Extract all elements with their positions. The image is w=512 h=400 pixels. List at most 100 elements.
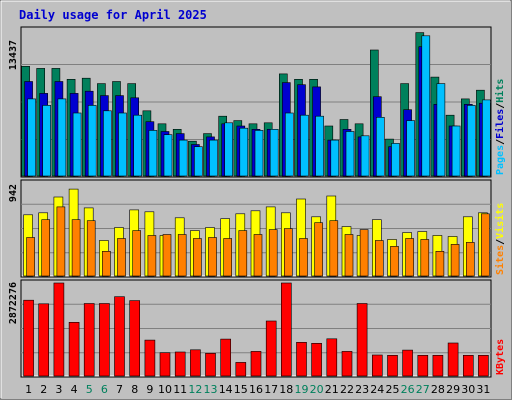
x-tick-label-day-6: 6 [101,383,108,396]
bar-pages-day-12 [194,146,203,177]
legend-item-pages: Pages [495,145,506,175]
x-tick-label-day-3: 3 [55,383,62,396]
bar-pages-day-3 [57,98,67,177]
legend-item-kbytes: KBytes [495,339,506,375]
legend-separator: / [495,103,506,109]
bar-sites-day-2 [41,219,51,277]
bar-pages-day-9 [148,130,158,177]
legend-item-files: Files [494,109,506,139]
bar-kbytes-day-12 [190,349,201,377]
bar-kbytes-day-15 [235,362,247,377]
bar-kbytes-day-5 [83,303,95,377]
bar-pages-day-13 [209,139,218,177]
panel-mid: 942 Sites/Visits [8,179,506,278]
x-tick-label-day-24: 24 [370,383,384,396]
bar-sites-day-5 [86,220,96,277]
bar-sites-day-31 [481,213,490,277]
x-tick-label-day-25: 25 [386,383,400,396]
bar-pages-day-21 [330,139,340,177]
bar-sites-day-20 [314,222,323,277]
x-tick-label-day-5: 5 [86,383,93,396]
legend-item-visits: Visits [494,203,506,239]
bar-sites-day-9 [147,235,157,277]
bar-kbytes-day-31 [478,354,489,377]
bar-kbytes-day-14 [220,338,231,377]
x-tick-label-day-31: 31 [476,383,490,396]
x-tick-label-day-9: 9 [146,383,153,396]
bar-kbytes-day-13 [205,352,216,377]
x-tick-label-day-14: 14 [219,383,233,396]
bar-pages-day-1 [27,98,36,177]
x-tick-label-day-12: 12 [188,383,202,396]
bar-kbytes-day-18 [280,282,292,377]
bar-sites-day-25 [390,246,399,277]
x-tick-label-day-30: 30 [461,383,475,396]
x-axis-day-labels: 1 2 3 4 5 6 7 8 9 10 11 12 13 14 15 16 17 18 19 20 21 22 23 24 2… [25,383,490,396]
bar-kbytes-day-28 [432,354,444,377]
bar-sites-day-28 [435,251,445,277]
bar-kbytes-day-20 [311,342,322,377]
bar-kbytes-day-16 [250,351,262,377]
y-max-label-top: 13437 [8,40,19,70]
x-tick-label-day-19: 19 [295,383,309,396]
bar-kbytes-day-29 [447,342,459,377]
bar-sites-day-11 [177,234,187,277]
bar-sites-day-14 [223,238,232,277]
bar-sites-day-27 [420,239,430,277]
bar-sites-day-26 [405,238,414,277]
bar-pages-day-19 [300,114,309,177]
bar-pages-day-17 [269,129,279,177]
x-tick-label-day-15: 15 [234,383,248,396]
bar-kbytes-day-25 [387,354,398,377]
x-tick-label-day-1: 1 [25,383,32,396]
bar-sites-day-18 [283,228,293,277]
bar-sites-day-16 [253,234,263,277]
bar-pages-day-10 [163,134,173,177]
bar-pages-day-27 [421,35,431,177]
bar-kbytes-day-23 [356,303,368,377]
bar-pages-day-25 [391,143,400,177]
bar-pages-day-18 [284,112,294,177]
bar-kbytes-day-8 [129,300,140,377]
bar-pages-day-31 [482,99,491,177]
bar-kbytes-day-10 [159,352,171,377]
bar-kbytes-day-27 [417,354,429,377]
bar-kbytes-day-17 [265,320,277,377]
bar-pages-day-15 [239,127,249,177]
bar-kbytes-day-30 [462,354,474,377]
bar-kbytes-day-4 [68,321,80,377]
bar-pages-day-6 [103,110,112,177]
bar-pages-day-24 [375,117,385,177]
bar-sites-day-7 [117,238,126,277]
legend-separator: / [495,139,506,145]
bar-sites-day-3 [56,206,66,277]
x-tick-label-day-27: 27 [416,383,430,396]
bar-kbytes-day-1 [23,299,34,377]
legend-mid: Sites/Visits [494,203,506,275]
legend-bot: KBytes [495,339,506,375]
bar-sites-day-21 [329,220,339,277]
x-tick-label-day-17: 17 [264,383,278,396]
bar-kbytes-day-2 [38,303,50,377]
bar-pages-day-30 [466,105,476,177]
legend-top: Pages/Files/Hits [494,79,506,175]
x-tick-label-day-13: 13 [204,383,218,396]
bar-kbytes-day-9 [144,339,156,377]
bar-pages-day-26 [406,120,415,177]
x-tick-label-day-28: 28 [431,383,445,396]
legend-item-hits: Hits [494,79,506,103]
bar-sites-day-4 [71,219,81,277]
legend-separator: / [495,239,506,245]
bar-pages-day-7 [118,112,127,177]
bar-pages-day-8 [133,114,142,177]
x-tick-label-day-29: 29 [446,383,460,396]
bar-pages-day-14 [224,122,233,177]
bar-sites-day-15 [238,230,248,277]
y-max-label-mid: 942 [8,184,19,202]
x-tick-label-day-22: 22 [340,383,354,396]
bar-kbytes-day-24 [371,354,383,377]
bar-pages-day-23 [360,135,370,177]
bar-sites-day-17 [268,229,278,277]
panel-bot: 2872276 KBytes [8,279,506,378]
